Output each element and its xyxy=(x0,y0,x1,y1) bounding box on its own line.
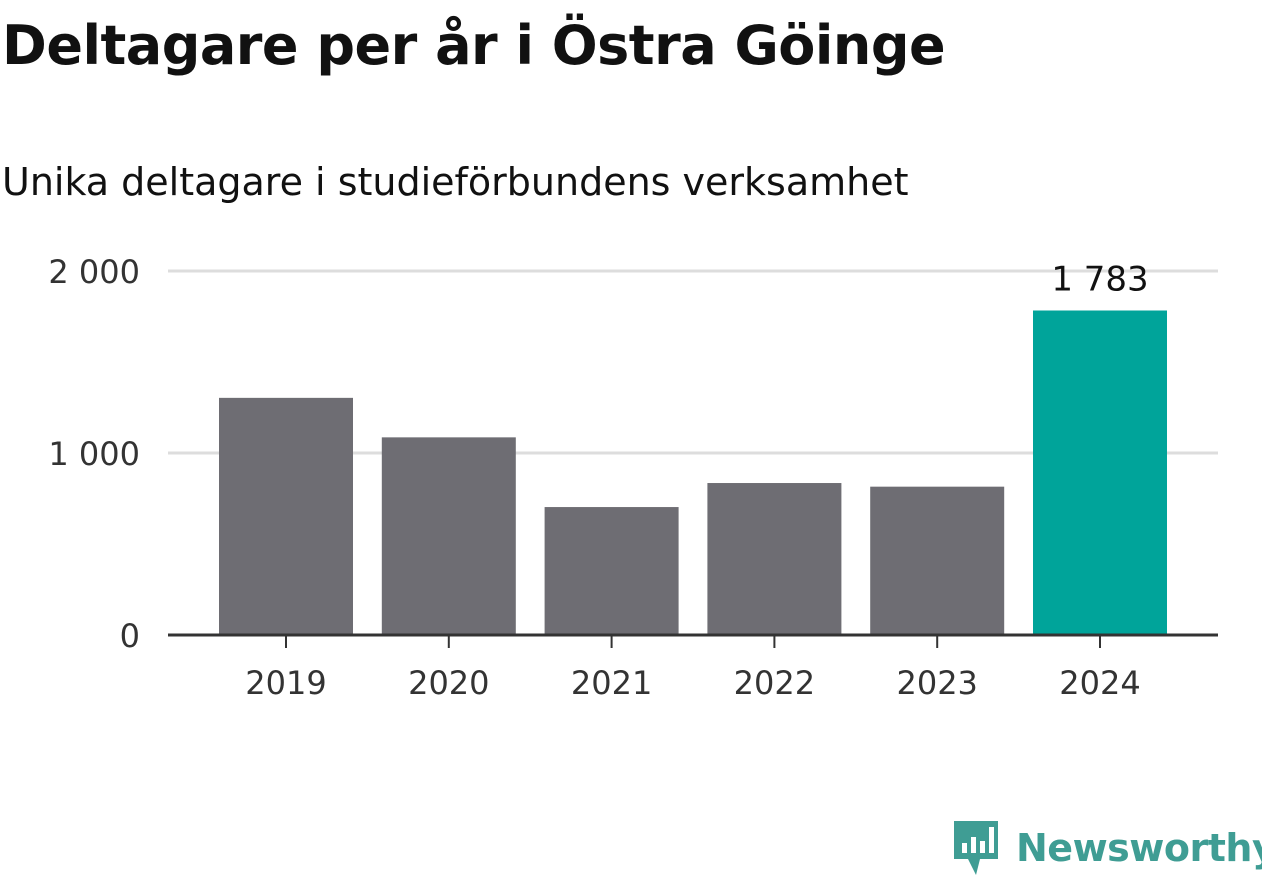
bar-2020 xyxy=(381,437,516,635)
y-tick-label: 1 000 xyxy=(48,435,140,473)
bar-2024 xyxy=(1033,310,1167,635)
y-tick-label: 0 xyxy=(120,617,140,655)
bar-2023 xyxy=(870,486,1005,635)
x-tick-label: 2024 xyxy=(1059,664,1140,702)
data-labels: 1 783 xyxy=(1051,259,1148,299)
x-tick-label: 2023 xyxy=(896,664,977,702)
y-tick-label: 2 000 xyxy=(48,253,140,291)
brand-logo: Newsworthy xyxy=(950,816,1262,880)
y-axis-ticks: 0 1 000 2 000 xyxy=(48,253,140,655)
brand-name: Newsworthy xyxy=(1016,826,1262,870)
x-tick-label: 2019 xyxy=(245,664,326,702)
bars xyxy=(219,310,1167,635)
x-axis-ticks: 2019 2020 2021 2022 2023 2024 xyxy=(245,664,1140,702)
x-tick-label: 2022 xyxy=(734,664,815,702)
x-axis xyxy=(168,633,1218,648)
x-tick-label: 2021 xyxy=(571,664,652,702)
x-tick-label: 2020 xyxy=(408,664,489,702)
newsworthy-logo-icon xyxy=(954,821,998,875)
chart-subtitle: Unika deltagare i studieförbundens verks… xyxy=(2,160,909,204)
data-label: 1 783 xyxy=(1051,259,1148,299)
bar-2019 xyxy=(219,397,353,635)
bar-2021 xyxy=(544,507,679,635)
bar-2022 xyxy=(707,483,842,635)
chart-title: Deltagare per år i Östra Göinge xyxy=(2,14,946,77)
